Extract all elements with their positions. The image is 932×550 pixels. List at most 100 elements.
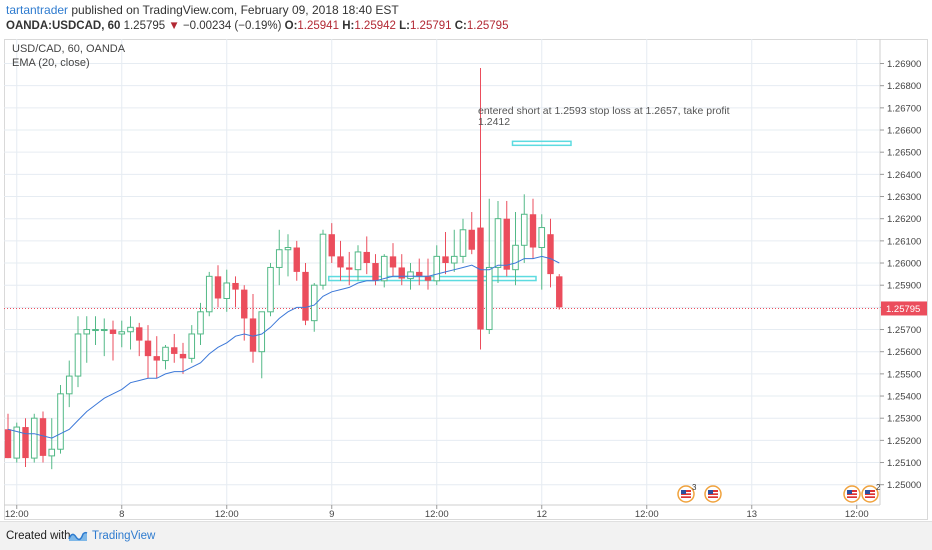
candle xyxy=(529,198,537,259)
candle-body xyxy=(118,331,126,335)
candle xyxy=(293,240,300,281)
x-tick-label: 12:00 xyxy=(845,509,869,520)
y-tick-label: 1.25100 xyxy=(887,458,921,469)
marker-count: 2 xyxy=(876,483,881,492)
candle xyxy=(319,229,327,290)
close-label: C: xyxy=(454,20,467,32)
candle-body xyxy=(416,271,423,277)
candle xyxy=(398,254,405,286)
y-tick-label: 1.25400 xyxy=(887,392,921,403)
candle-body xyxy=(232,282,239,290)
candle-body xyxy=(214,276,222,299)
publication-line: tartantrader published on TradingView.co… xyxy=(6,3,399,17)
last-price-tag-bg xyxy=(881,301,927,316)
candle-body xyxy=(258,311,266,353)
candle xyxy=(223,269,231,312)
candle xyxy=(416,258,423,286)
high-label: H: xyxy=(342,20,355,32)
tradingview-logo-icon[interactable] xyxy=(68,529,88,548)
candle-body xyxy=(547,234,554,275)
close-value: 1.25795 xyxy=(466,20,509,32)
candle xyxy=(442,231,449,275)
candle xyxy=(22,418,29,467)
tradingview-brand-link[interactable]: TradingView xyxy=(92,530,156,542)
level-stop-line xyxy=(511,140,572,147)
candle-body xyxy=(171,347,178,354)
flag-canton xyxy=(708,490,713,494)
flag-canton xyxy=(847,490,852,494)
candle xyxy=(310,282,318,332)
candle-body xyxy=(520,213,528,246)
annotation-line-2: 1.2412 xyxy=(478,116,510,128)
candle-body xyxy=(223,282,231,299)
y-tick-label: 1.26800 xyxy=(887,81,921,92)
candle-body xyxy=(22,427,29,459)
y-tick-label: 1.25500 xyxy=(887,369,921,380)
candle xyxy=(205,271,213,317)
candle xyxy=(162,345,169,370)
candle xyxy=(284,234,292,277)
last-price-tag-label: 1.25795 xyxy=(886,304,920,315)
annotation-line-1: entered short at 1.2593 stop loss at 1.2… xyxy=(478,105,730,117)
candle xyxy=(57,384,64,454)
candle xyxy=(127,316,134,350)
candle-body xyxy=(179,353,187,359)
candle-body xyxy=(477,227,484,330)
y-tick-label: 1.25600 xyxy=(887,347,921,358)
flag-stripe xyxy=(681,495,691,497)
candle-body xyxy=(275,249,283,268)
candle-body xyxy=(556,276,563,308)
author-link[interactable]: tartantrader xyxy=(6,3,69,17)
candle-body xyxy=(205,275,213,313)
candle-body xyxy=(39,418,47,456)
candle xyxy=(100,318,108,357)
candle-body xyxy=(512,244,519,271)
candle xyxy=(556,274,563,310)
grid xyxy=(4,39,880,505)
y-tick-label: 1.26900 xyxy=(887,59,921,70)
legend-ema: EMA (20, close) xyxy=(12,57,90,69)
candle-body xyxy=(363,251,370,264)
y-tick-label: 1.26400 xyxy=(887,170,921,181)
x-tick-label: 9 xyxy=(329,509,334,520)
candle xyxy=(450,229,458,272)
candle xyxy=(433,245,441,286)
candle-body xyxy=(241,289,248,319)
candle xyxy=(39,411,47,463)
flag-stripe xyxy=(708,495,718,497)
published-text: published on TradingView.com, February 0… xyxy=(68,3,399,17)
candle-body xyxy=(468,229,475,250)
candle-body xyxy=(30,417,38,459)
candle-body xyxy=(302,271,309,321)
us-flag-icon: 3 xyxy=(677,483,697,503)
candle xyxy=(485,198,493,334)
x-tick-label: 12:00 xyxy=(215,509,239,520)
candle xyxy=(92,316,99,346)
candle-body xyxy=(83,329,91,335)
x-tick-label: 12 xyxy=(536,509,547,520)
y-tick-label: 1.25700 xyxy=(887,325,921,336)
candle xyxy=(214,265,222,308)
candle-body xyxy=(503,218,510,270)
candle xyxy=(136,322,143,357)
chart-legend: USD/CAD, 60, OANDA EMA (20, close) xyxy=(12,42,125,70)
candle-body xyxy=(354,251,362,271)
change-arrow-icon: ▼ xyxy=(168,20,180,32)
candle-body xyxy=(197,311,204,335)
candle-body xyxy=(92,329,99,332)
candle-body xyxy=(450,255,458,264)
low-value: 1.25791 xyxy=(409,20,452,32)
candle-body xyxy=(538,227,546,249)
candle-body xyxy=(284,247,292,251)
candle xyxy=(188,325,196,363)
candle xyxy=(4,413,12,459)
price-chart[interactable]: 1.26900 1.26800 1.26700 1.26600 1.26500 1.264… xyxy=(4,39,928,520)
y-tick-label: 1.26200 xyxy=(887,214,921,225)
us-flag-icon: 2 xyxy=(861,483,881,503)
y-tick-label: 1.26700 xyxy=(887,103,921,114)
y-tick-label: 1.25200 xyxy=(887,436,921,447)
open-label: O: xyxy=(284,20,298,32)
x-tick-label: 13 xyxy=(746,509,757,520)
candle xyxy=(346,251,353,286)
candle-body xyxy=(398,267,405,279)
